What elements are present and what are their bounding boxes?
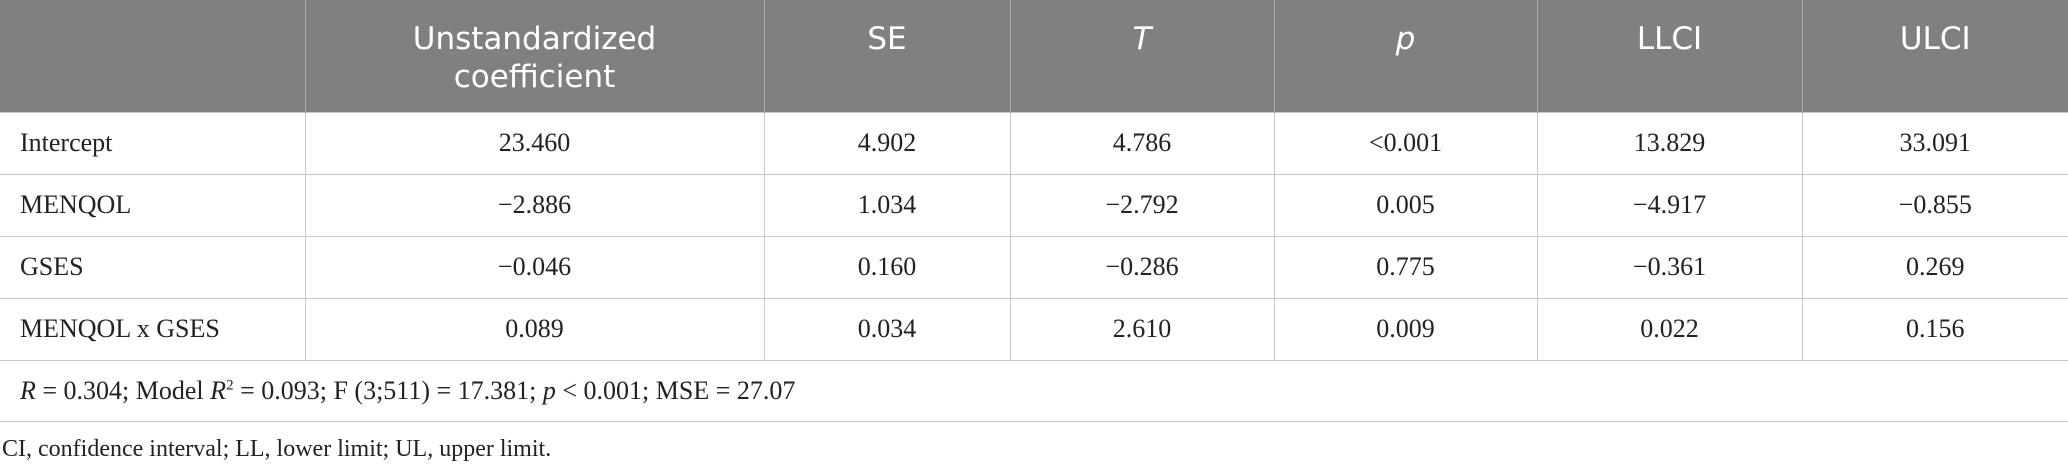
cell: −0.361 xyxy=(1536,235,1803,299)
cell: −4.917 xyxy=(1536,173,1803,237)
row-label: MENQOL x GSES xyxy=(0,297,306,361)
cell: −0.286 xyxy=(1009,235,1275,299)
note-text: R xyxy=(210,375,227,405)
header-cell: p xyxy=(1273,0,1537,112)
table-row: GSES −0.046 0.160 −0.286 0.775 −0.361 0.269 xyxy=(0,235,2068,299)
header-cell: T xyxy=(1009,0,1274,112)
cell: −0.046 xyxy=(304,235,765,299)
caption: CI, confidence interval; LL, lower limit… xyxy=(2,435,552,462)
note-text: R xyxy=(20,375,36,405)
header-row: Unstandardized coefficient SE T p LLCI U… xyxy=(0,0,2068,112)
table-row: Intercept 23.460 4.902 4.786 <0.001 13.829 33.… xyxy=(0,111,2068,175)
cell: <0.001 xyxy=(1273,111,1538,175)
note-row: R = 0.304; Model R2 = 0.093; F (3;511) =… xyxy=(0,359,2068,422)
cell: 0.269 xyxy=(1801,235,2068,299)
cell: 0.089 xyxy=(304,297,765,361)
cell: 0.160 xyxy=(763,235,1011,299)
cell: −2.792 xyxy=(1009,173,1275,237)
note-text: < 0.001; MSE = 27.07 xyxy=(555,375,796,405)
note-text: p xyxy=(542,375,556,405)
cell: 0.005 xyxy=(1273,173,1538,237)
note-text: = 0.093; F (3;511) = 17.381; xyxy=(233,375,543,405)
row-label: MENQOL xyxy=(0,173,306,237)
regression-table: Unstandardized coefficient SE T p LLCI U… xyxy=(0,0,2068,422)
cell: 13.829 xyxy=(1536,111,1803,175)
note-text: = 0.304; Model xyxy=(35,375,211,405)
cell: 33.091 xyxy=(1801,111,2068,175)
cell: 0.775 xyxy=(1273,235,1538,299)
cell: 0.034 xyxy=(763,297,1011,361)
cell: 4.786 xyxy=(1009,111,1275,175)
header-text: Unstandardized coefficient xyxy=(412,21,657,95)
header-cell: LLCI xyxy=(1536,0,1802,112)
header-cell: SE xyxy=(763,0,1010,112)
cell: 1.034 xyxy=(763,173,1011,237)
cell: 0.009 xyxy=(1273,297,1538,361)
table-body: Intercept 23.460 4.902 4.786 <0.001 13.829 33.… xyxy=(0,111,2068,361)
cell: 0.156 xyxy=(1801,297,2068,361)
cell: 4.902 xyxy=(763,111,1011,175)
cell: 2.610 xyxy=(1009,297,1275,361)
header-cell: ULCI xyxy=(1801,0,2068,112)
row-label: GSES xyxy=(0,235,306,299)
row-label: Intercept xyxy=(0,111,306,175)
cell: 23.460 xyxy=(304,111,765,175)
note-text: 2 xyxy=(226,376,234,393)
cell: −0.855 xyxy=(1801,173,2068,237)
table-row: MENQOL x GSES 0.089 0.034 2.610 0.009 0.022 0.… xyxy=(0,297,2068,361)
table-row: MENQOL −2.886 1.034 −2.792 0.005 −4.917 −0.855 xyxy=(0,173,2068,237)
note-cell: R = 0.304; Model R2 = 0.093; F (3;511) =… xyxy=(0,359,2068,422)
cell: −2.886 xyxy=(304,173,765,237)
header-cell: Unstandardized coefficient xyxy=(304,0,764,112)
header-cell xyxy=(0,0,305,112)
cell: 0.022 xyxy=(1536,297,1803,361)
